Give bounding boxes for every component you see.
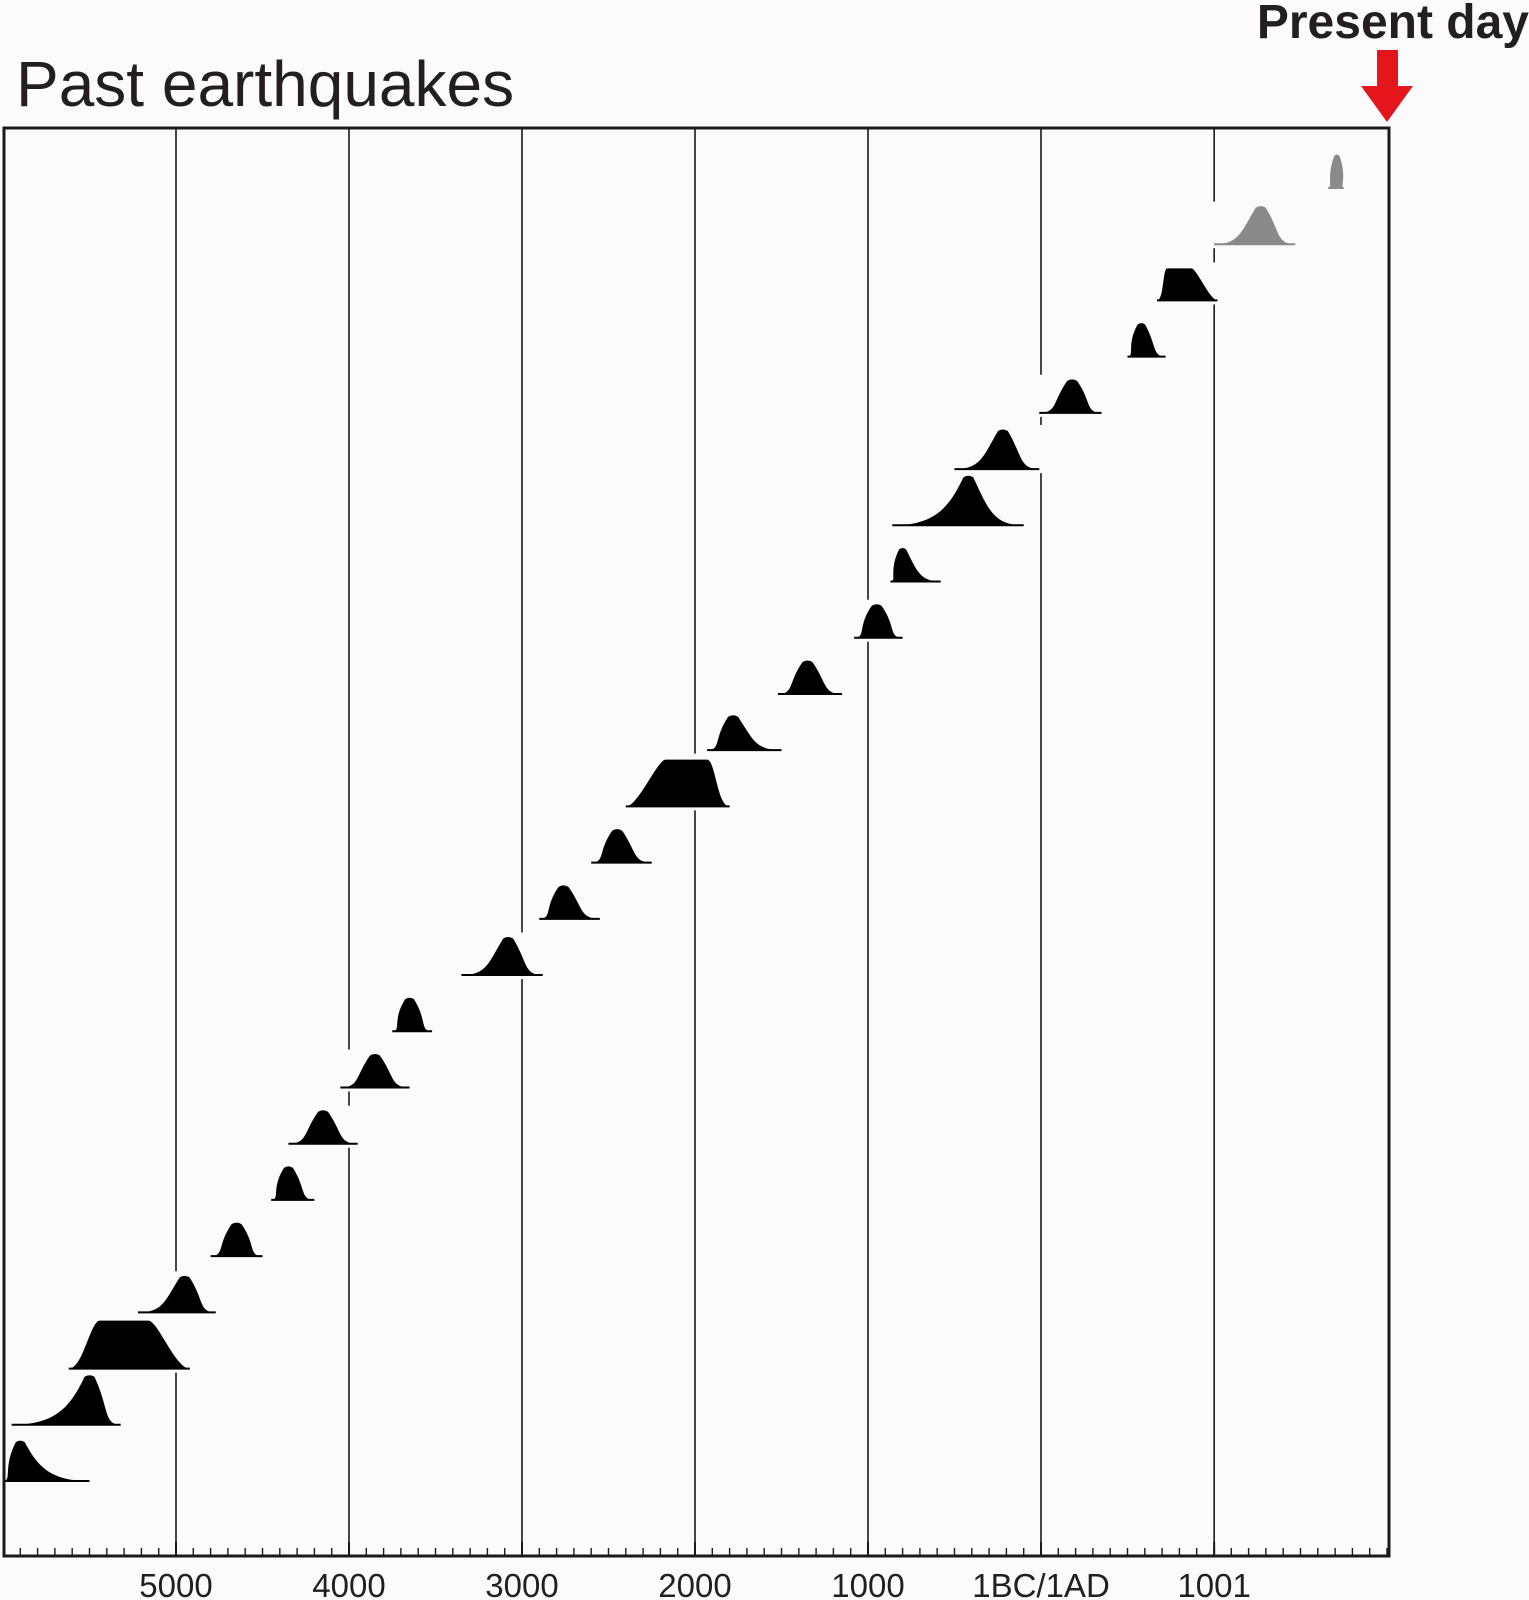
event-density xyxy=(591,829,652,863)
event-distribution xyxy=(585,824,658,867)
event-distribution xyxy=(5,1370,127,1429)
event-density xyxy=(340,1053,410,1088)
x-tick-label: 3000 xyxy=(485,1567,558,1600)
event-distribution xyxy=(455,932,549,980)
event-distribution xyxy=(0,1436,96,1485)
event-distribution xyxy=(533,880,606,923)
x-tick-label: 4000 xyxy=(312,1567,385,1600)
event-distribution xyxy=(282,1105,364,1148)
event-distribution xyxy=(1033,374,1108,417)
event-density xyxy=(1328,154,1344,188)
x-tick-label: 1000 xyxy=(831,1567,904,1600)
event-distribution xyxy=(131,1271,222,1317)
event-distribution xyxy=(1208,201,1302,249)
event-distribution xyxy=(848,599,909,642)
x-tick-label: 1001 xyxy=(1177,1567,1250,1600)
event-density xyxy=(68,1320,190,1369)
event-density xyxy=(461,936,543,976)
event-density xyxy=(11,1375,121,1425)
event-density xyxy=(271,1166,315,1200)
event-distribution xyxy=(1121,318,1172,361)
event-density xyxy=(625,759,730,807)
event-distribution xyxy=(265,1161,321,1204)
present-day-arrow xyxy=(1361,50,1413,122)
event-distribution xyxy=(884,543,947,586)
x-axis: 5000 4000 3000 2000 1000 1BC/1AD 1001 xyxy=(19,1542,1388,1600)
x-tick-label: 2000 xyxy=(658,1567,731,1600)
present-day-label: Present day xyxy=(1257,0,1529,49)
event-density xyxy=(778,660,843,694)
event-distributions xyxy=(0,150,1350,1485)
event-distribution xyxy=(886,471,1030,530)
event-distribution xyxy=(204,1218,269,1261)
event-distribution xyxy=(1150,262,1224,305)
event-distribution xyxy=(701,710,788,755)
event-distribution xyxy=(772,655,849,698)
x-tick-label: 5000 xyxy=(139,1567,212,1600)
plot-frame xyxy=(2,126,1391,1558)
event-density xyxy=(288,1110,358,1144)
event-density xyxy=(210,1222,263,1257)
event-density xyxy=(854,604,903,638)
event-density xyxy=(707,715,782,751)
event-distribution xyxy=(334,1049,416,1092)
event-density xyxy=(1214,206,1296,245)
event-distribution xyxy=(1322,150,1350,192)
event-distribution xyxy=(619,753,736,811)
chart-title: Past earthquakes xyxy=(16,48,514,120)
event-distribution xyxy=(948,424,1046,474)
event-density xyxy=(539,885,600,919)
event-density xyxy=(137,1275,216,1313)
event-density xyxy=(1039,379,1102,413)
event-distribution xyxy=(62,1314,196,1373)
event-density xyxy=(890,548,941,582)
event-density xyxy=(954,429,1040,470)
gridlines xyxy=(175,128,1215,1556)
event-density xyxy=(3,1440,90,1481)
event-distribution xyxy=(386,993,439,1036)
event-density xyxy=(1127,323,1166,357)
x-tick-label: 1BC/1AD xyxy=(972,1567,1110,1600)
event-density xyxy=(1156,268,1218,301)
event-density xyxy=(392,997,433,1032)
event-density xyxy=(892,475,1024,526)
